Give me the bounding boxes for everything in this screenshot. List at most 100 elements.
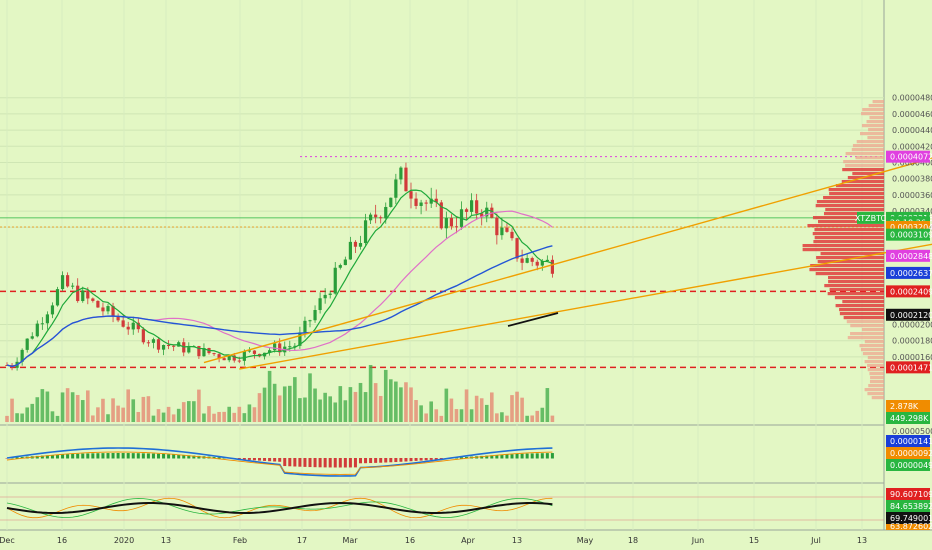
candle-body: [348, 241, 352, 260]
volume-bar: [126, 389, 130, 422]
candle-body: [399, 167, 403, 180]
x-tick-label: 16: [405, 536, 415, 545]
volume-profile-bar: [859, 344, 884, 348]
trendlines: [203, 157, 932, 370]
volume-bar: [308, 373, 312, 422]
volume-profile-bar: [872, 100, 884, 104]
volume-bar: [515, 391, 519, 422]
candle-body: [510, 231, 514, 239]
ma-long-line: [6, 245, 553, 368]
candle-body: [313, 310, 317, 321]
volume-profile-bar: [841, 180, 884, 184]
candle-body: [217, 354, 221, 359]
x-tick-label: Dec: [0, 536, 15, 545]
macd-histogram-bar: [278, 458, 282, 462]
volume-profile-bar: [869, 380, 884, 384]
volume-bar: [207, 406, 211, 422]
volume-bar: [394, 381, 398, 422]
volume-profile-bar: [869, 116, 884, 120]
volume-profile: [802, 100, 884, 400]
macd-histogram-bar: [525, 453, 529, 459]
macd-tick-label: 0.0000500: [892, 427, 932, 436]
macd-histogram-bar: [348, 458, 352, 468]
price-badge-label: 0.0002848: [890, 252, 932, 261]
volume-bar: [545, 388, 550, 422]
price-badge: [886, 266, 930, 279]
candle-body: [434, 198, 438, 203]
macd-histogram-bar: [151, 453, 155, 459]
trendline: [203, 157, 932, 364]
candle-body: [429, 198, 433, 204]
volume-profile-bar: [850, 332, 884, 336]
volume-profile-bar: [867, 368, 884, 372]
macd-histogram-bar: [545, 453, 549, 459]
candle-body: [288, 346, 292, 348]
volume-profile-bar: [856, 140, 884, 144]
volume-bar: [80, 400, 85, 422]
volume-profile-bar: [867, 136, 884, 140]
rsi-badge: [886, 500, 930, 512]
volume-profile-bar: [829, 288, 884, 292]
volume-bar: [429, 401, 433, 422]
macd-histogram-bar: [328, 458, 332, 468]
volume-bar: [151, 415, 156, 422]
candle-body: [202, 348, 206, 357]
candle-body: [247, 350, 251, 352]
macd-histogram-bar: [273, 458, 277, 462]
volume-bar: [272, 383, 277, 422]
volume-profile-bar: [809, 268, 884, 272]
volume-profile-bar: [827, 292, 884, 296]
volume-bar: [166, 406, 171, 422]
volume-bar: [409, 387, 413, 422]
price-badge-label: 0.0004072: [890, 153, 932, 162]
volume-bar: [75, 394, 80, 422]
macd-signal-line: [6, 451, 553, 475]
symbol-badge: [857, 211, 884, 224]
candle-body: [495, 217, 499, 236]
macd-histogram-bar: [15, 457, 19, 459]
macd-histogram-bar: [389, 458, 393, 463]
y-tick-label: 0.00004400: [892, 126, 932, 135]
rsi-badge: [886, 512, 930, 524]
candle-body: [485, 207, 489, 217]
volume-profile-bar: [845, 164, 884, 168]
volume-bar: [232, 412, 237, 422]
macd-histogram-bar: [157, 453, 160, 459]
x-tick-label: 15: [749, 536, 759, 545]
candle-body: [394, 179, 398, 198]
y-tick-label: 0.00004000: [892, 159, 932, 168]
price-badge-label: 0.0002637: [890, 269, 932, 278]
volume-profile-bar: [852, 144, 884, 148]
volume-profile-bar: [835, 304, 884, 308]
x-tick-label: Jul: [810, 536, 821, 545]
macd-histogram-bar: [35, 455, 39, 459]
candle-body: [419, 202, 423, 206]
candle-body: [293, 345, 297, 347]
rsi-pane: [0, 496, 884, 521]
candle-body: [449, 217, 453, 227]
volume-bar: [540, 407, 545, 422]
volume-bar: [5, 415, 9, 422]
volume-profile-bar: [813, 240, 884, 244]
rsi-fast-line: [6, 497, 553, 519]
volume-profile-bar: [867, 356, 884, 360]
volume-bar: [313, 388, 317, 422]
macd-badge: [886, 447, 930, 459]
volume-profile-bar: [851, 148, 884, 152]
macd-histogram-bar: [172, 454, 176, 459]
y-tick-label: 0.00003400: [892, 207, 932, 216]
rsi-badge-label: 63.8726024: [890, 522, 932, 531]
volume-bar: [505, 415, 509, 422]
price-badge: [886, 361, 930, 374]
volume-bar: [383, 369, 388, 422]
x-tick-label: 17: [297, 536, 307, 545]
volume-bar: [479, 398, 484, 422]
rsi-signal-line: [6, 498, 553, 518]
volume-bar: [136, 411, 141, 422]
candle-body: [343, 259, 347, 266]
candle-body: [454, 226, 459, 228]
candle-body: [464, 209, 469, 212]
volume-bar: [202, 413, 206, 422]
volume-bar: [111, 398, 115, 422]
